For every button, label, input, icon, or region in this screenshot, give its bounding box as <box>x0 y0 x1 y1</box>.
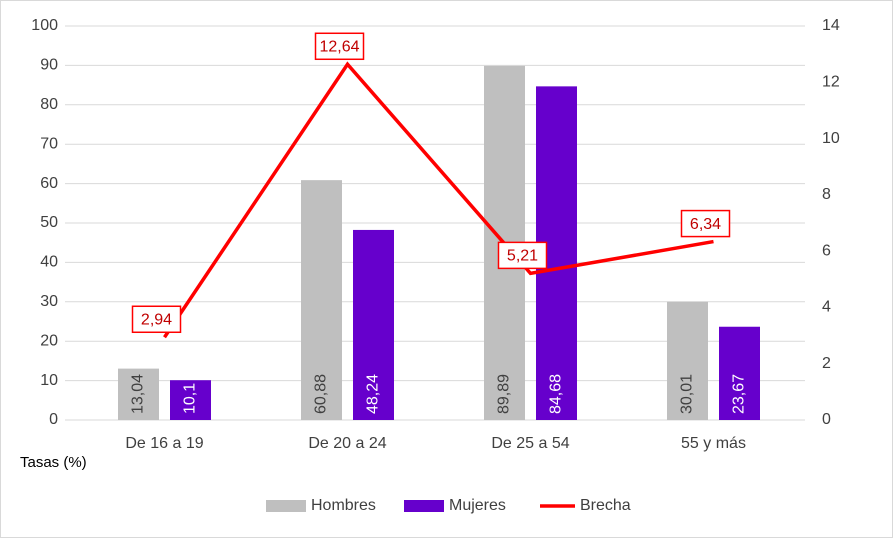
y2-tick-label: 2 <box>822 355 831 372</box>
y-axis-label: Tasas (%) <box>20 454 87 471</box>
line-value-text: 2,94 <box>141 311 172 328</box>
bar <box>719 326 760 420</box>
bar <box>170 380 211 420</box>
bar-value-label: 13,04 <box>130 374 147 414</box>
y-tick-label: 60 <box>40 175 58 192</box>
line-value-text: 12,64 <box>319 38 359 55</box>
y-tick-label: 10 <box>40 372 58 389</box>
y-tick-label: 20 <box>40 332 58 349</box>
bar <box>667 301 708 420</box>
label-box <box>497 241 548 270</box>
y-tick-label: 50 <box>40 214 58 231</box>
y-tick-label: 70 <box>40 135 58 152</box>
y-tick-label: 80 <box>40 96 58 113</box>
legend-label: Brecha <box>580 497 631 514</box>
y-tick-label: 100 <box>31 17 58 34</box>
y2-tick-label: 14 <box>822 17 840 34</box>
legend-label: Mujeres <box>449 497 506 514</box>
y-tick-label: 0 <box>49 411 58 428</box>
bar-value-label: 48,24 <box>365 374 382 414</box>
y2-tick-label: 6 <box>822 242 831 259</box>
x-tick-label: De 20 a 24 <box>308 435 386 452</box>
bar <box>353 229 394 420</box>
label-box <box>314 32 365 61</box>
bar-value-label: 60,88 <box>313 374 330 414</box>
line-value-text: 5,21 <box>507 248 538 265</box>
y-tick-label: 30 <box>40 293 58 310</box>
y2-tick-label: 12 <box>822 74 840 91</box>
y2-tick-label: 4 <box>822 299 831 316</box>
x-tick-label: De 16 a 19 <box>125 435 203 452</box>
legend-swatch <box>404 500 444 512</box>
bar-value-label: 89,89 <box>496 374 513 414</box>
line <box>163 61 714 339</box>
bar <box>118 368 159 420</box>
legend-swatch <box>266 500 306 512</box>
line-value-text: 6,34 <box>690 216 721 233</box>
line-value-label: 12,64 <box>314 32 365 61</box>
y2-tick-label: 0 <box>822 411 831 428</box>
line-value-label: 6,34 <box>680 209 731 238</box>
bar-value-label: 10,1 <box>182 383 199 414</box>
y-tick-label: 40 <box>40 254 58 271</box>
label-box <box>131 305 182 334</box>
y2-tick-label: 10 <box>822 130 840 147</box>
y2-tick-label: 8 <box>822 186 831 203</box>
line-value-label: 5,21 <box>497 241 548 270</box>
x-tick-label: De 25 a 54 <box>491 435 569 452</box>
x-tick-label: 55 y más <box>681 435 746 452</box>
line-value-label: 2,94 <box>131 305 182 334</box>
legend-label: Hombres <box>311 497 376 514</box>
bar-value-label: 23,67 <box>731 374 748 414</box>
y-tick-label: 90 <box>40 57 58 74</box>
bar <box>301 180 342 420</box>
label-box <box>680 209 731 238</box>
bar-value-label: 84,68 <box>548 374 565 414</box>
bar-value-label: 30,01 <box>679 374 696 414</box>
